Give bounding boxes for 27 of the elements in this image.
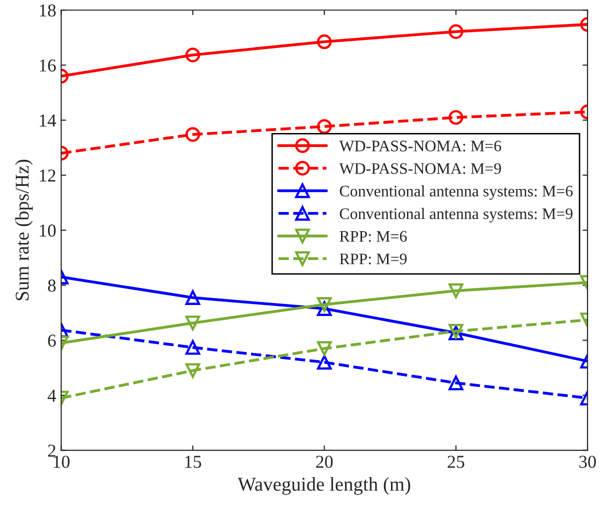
y-tick-label: 6: [48, 334, 56, 347]
point: [317, 34, 332, 50]
x-axis-title: Waveguide length (m): [238, 477, 410, 495]
legend-label: WD-PASS-NOMA: M=6: [339, 140, 502, 152]
y-tick-label: 8: [48, 280, 56, 292]
point: [317, 341, 332, 356]
y-tick-label: 10: [40, 224, 56, 237]
legend-label: Conventional antenna systems: M=6: [340, 185, 573, 200]
legend-label: RPP: M=6: [340, 231, 407, 242]
y-tick-label: 14: [40, 114, 56, 126]
y-axis-title: Sum rate (bps/Hz): [15, 160, 33, 300]
y-tick-label: 4: [48, 390, 56, 402]
point: [317, 301, 332, 316]
y-tick-label: 12: [40, 170, 56, 182]
y-tick-label: 16: [40, 59, 56, 72]
x-tick-label: 25: [448, 456, 464, 468]
legend-label: RPP: M=9: [340, 254, 407, 264]
point: [317, 297, 332, 312]
x-tick-label: 30: [579, 456, 596, 468]
point: [317, 354, 332, 370]
x-tick-label: 15: [185, 456, 202, 468]
y-tick-label: 2: [48, 444, 56, 457]
y-tick-label: 18: [40, 4, 56, 17]
legend-label: Conventional antenna systems: M=9: [340, 208, 572, 222]
legend-label: WD-PASS-NOMA: M=9: [339, 163, 501, 174]
x-tick-label: 20: [316, 456, 333, 468]
point: [317, 119, 332, 134]
